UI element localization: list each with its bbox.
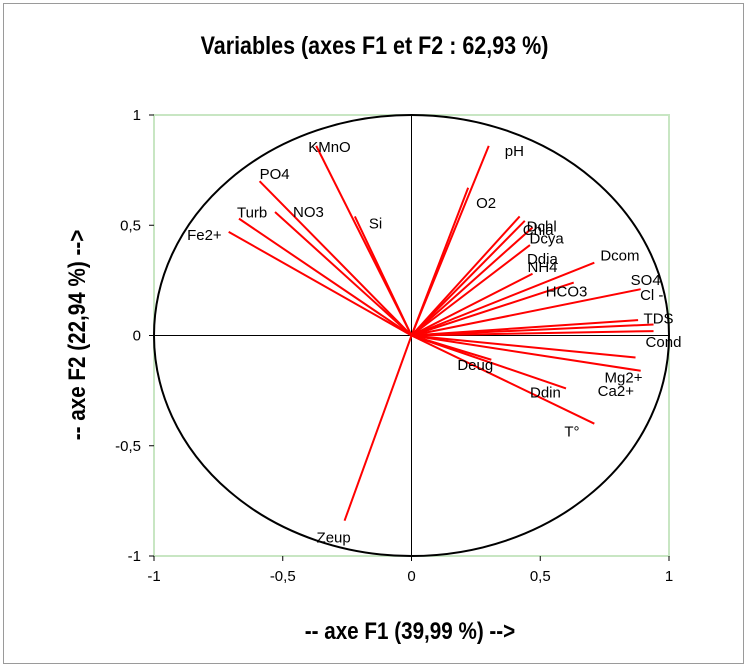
vector-tds bbox=[411, 323, 654, 337]
x-tick-label: 0,5 bbox=[530, 568, 551, 585]
vector-nh4 bbox=[411, 272, 533, 337]
x-tick-label: 1 bbox=[665, 568, 673, 585]
y-axis-ticks: -1 -0,5 0 0,5 1 bbox=[115, 107, 154, 565]
y-tick-label: 0 bbox=[133, 328, 141, 345]
y-tick-label: 0,5 bbox=[120, 217, 141, 234]
label-mg2: Mg2+ bbox=[605, 370, 643, 387]
vector-dchl bbox=[410, 215, 521, 337]
label-kmno: KMnO bbox=[308, 139, 351, 156]
label-zeup: Zeup bbox=[317, 530, 351, 547]
label-ddin: Ddin bbox=[530, 384, 561, 401]
label-fe2: Fe2+ bbox=[187, 227, 222, 244]
vector-po4 bbox=[258, 180, 413, 337]
label-so4: SO4 bbox=[631, 272, 661, 289]
vector-no3 bbox=[274, 211, 413, 337]
y-tick-label: -1 bbox=[128, 548, 141, 565]
vector-hco3 bbox=[411, 281, 575, 337]
label-hco3: HCO3 bbox=[546, 284, 588, 301]
label-cond: Cond bbox=[646, 334, 682, 351]
vector-cond bbox=[411, 330, 654, 337]
label-nh4: NH4 bbox=[528, 259, 558, 276]
label-tds: TDS bbox=[644, 310, 674, 327]
vector-ddia bbox=[410, 244, 531, 337]
label-deug: Deug bbox=[457, 357, 493, 374]
chart-title: Variables (axes F1 et F2 : 62,93 %) bbox=[200, 32, 549, 60]
label-turb: Turb bbox=[237, 205, 267, 222]
x-axis-label: -- axe F1 (39,99 %) --> bbox=[304, 618, 516, 645]
vector-o2 bbox=[410, 187, 470, 336]
x-tick-label: 0 bbox=[407, 568, 415, 585]
x-tick-label: -0,5 bbox=[270, 568, 296, 585]
vector-turb bbox=[238, 217, 413, 337]
label-dcom: Dcom bbox=[600, 248, 639, 265]
vector-so4 bbox=[411, 288, 641, 337]
vector-dcom bbox=[411, 261, 595, 337]
label-o2: O2 bbox=[476, 195, 496, 212]
label-no3: NO3 bbox=[293, 204, 324, 221]
label-t: T° bbox=[564, 424, 579, 441]
vector-t bbox=[411, 334, 595, 425]
label-cl: Cl - bbox=[640, 287, 663, 304]
vector-fe2 bbox=[228, 230, 412, 337]
label-ph: pH bbox=[505, 143, 524, 160]
vector-ddin bbox=[411, 334, 567, 390]
label-chla: Chla bbox=[523, 222, 555, 239]
x-tick-label: -1 bbox=[147, 568, 160, 585]
vector-chla bbox=[410, 220, 526, 337]
y-axis-label: -- axe F2 (22,94 %) --> bbox=[64, 229, 91, 441]
label-dchl: Dchl bbox=[527, 218, 557, 235]
vector-mg2 bbox=[411, 334, 636, 359]
vector-dcya bbox=[410, 226, 534, 337]
vector-ca2 bbox=[411, 334, 641, 372]
label-si: Si bbox=[369, 215, 382, 232]
label-ddia: Ddia bbox=[527, 251, 559, 268]
y-tick-label: 1 bbox=[133, 107, 141, 124]
y-tick-label: -0,5 bbox=[115, 438, 141, 455]
x-axis-ticks: -1 -0,5 0 0,5 1 bbox=[147, 556, 673, 585]
label-po4: PO4 bbox=[260, 166, 290, 183]
variable-vectors bbox=[228, 145, 654, 522]
label-ca2: Ca2+ bbox=[598, 383, 635, 400]
vector-si bbox=[353, 216, 413, 336]
vector-zeup bbox=[343, 335, 413, 522]
label-dcya: Dcya bbox=[530, 230, 565, 247]
